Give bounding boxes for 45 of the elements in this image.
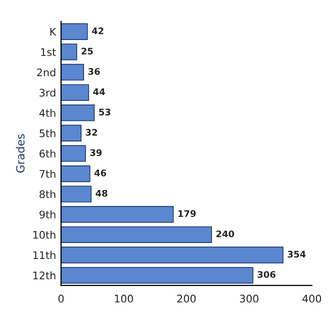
- y-tick-label: 12th: [33, 271, 56, 280]
- bar: [61, 145, 86, 162]
- y-tick-label: 7th: [40, 170, 56, 178]
- bar: [61, 226, 212, 244]
- y-tick-label: 5th: [40, 129, 56, 138]
- bar: [61, 246, 284, 264]
- data-label: 44: [93, 88, 105, 96]
- data-label: 39: [90, 149, 102, 156]
- data-label: 46: [94, 170, 106, 176]
- y-tick-label: 3rd: [40, 88, 56, 97]
- x-tick-label: 100: [114, 294, 133, 303]
- data-label: 48: [96, 190, 108, 197]
- data-label: 306: [258, 271, 276, 278]
- bar: [61, 64, 84, 81]
- data-label: 354: [288, 250, 306, 258]
- bar: [61, 84, 90, 101]
- data-label: 42: [92, 27, 104, 34]
- y-tick-label: 4th: [39, 108, 56, 117]
- y-tick-label: 9th: [40, 210, 56, 218]
- y-tick-label: 1st: [41, 48, 56, 56]
- y-tick-label: 11th: [33, 251, 56, 259]
- bar: [61, 206, 174, 223]
- data-label: 32: [86, 128, 98, 136]
- x-tick-label: 400: [302, 294, 322, 303]
- data-label: 53: [99, 108, 110, 116]
- data-label: 36: [88, 68, 100, 75]
- x-tick-label: 0: [58, 294, 64, 303]
- bar: [61, 104, 95, 122]
- y-tick-label: 6th: [40, 149, 56, 158]
- y-axis-title: Grades: [16, 134, 25, 173]
- data-label: 179: [178, 210, 196, 217]
- x-tick-label: 300: [240, 294, 258, 303]
- data-label: 25: [82, 48, 93, 55]
- y-tick-label: K: [50, 28, 56, 36]
- data-label: 240: [216, 230, 234, 238]
- x-tick-label: 200: [177, 294, 196, 303]
- bar: [61, 23, 88, 40]
- bar: [61, 266, 254, 284]
- y-tick-label: 10th: [33, 230, 56, 239]
- bar: [61, 186, 92, 202]
- bar: [61, 44, 78, 60]
- bar: [61, 165, 90, 182]
- y-tick-label: 2nd: [37, 68, 56, 76]
- bar: [61, 124, 82, 142]
- y-tick-label: 8th: [40, 190, 56, 198]
